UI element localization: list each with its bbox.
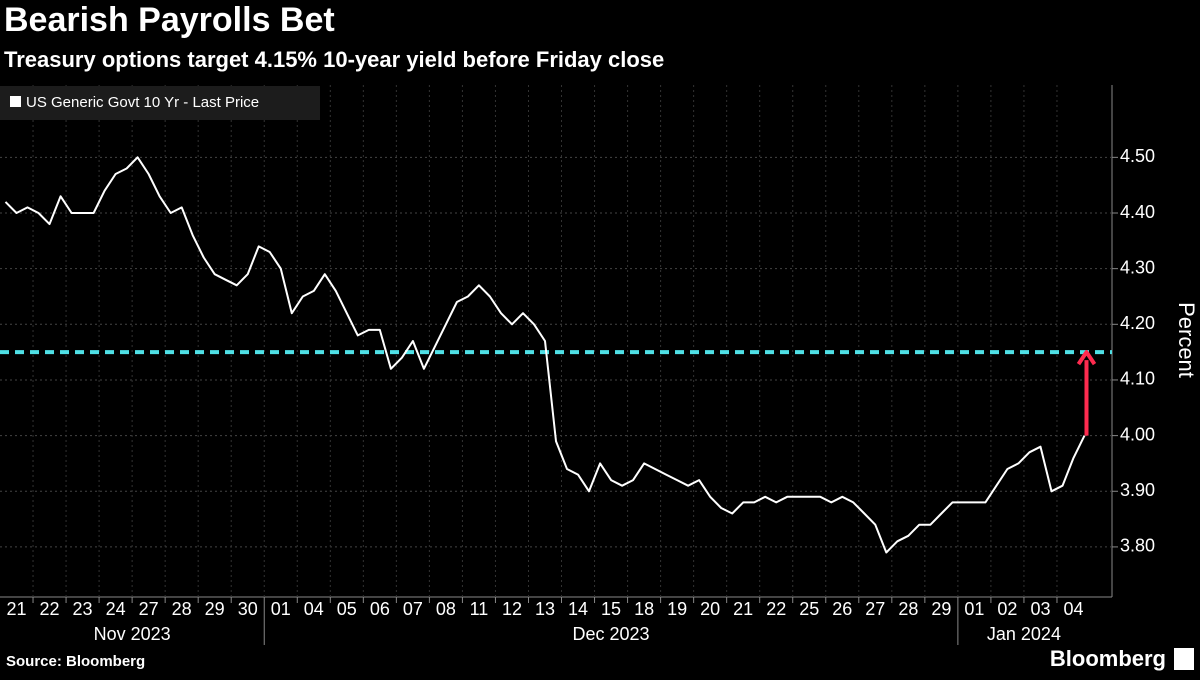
y-tick-label: 4.10 [1120, 369, 1155, 389]
x-tick-label: 21 [733, 599, 753, 619]
y-tick-label: 4.50 [1120, 146, 1155, 166]
x-tick-label: 22 [766, 599, 786, 619]
x-tick-label: 14 [568, 599, 588, 619]
x-tick-label: 13 [535, 599, 555, 619]
brand-icon [1174, 648, 1194, 670]
x-tick-label: 18 [634, 599, 654, 619]
brand: Bloomberg [1050, 646, 1166, 671]
x-tick-label: 28 [172, 599, 192, 619]
x-tick-label: 29 [205, 599, 225, 619]
x-tick-label: 06 [370, 599, 390, 619]
source: Source: Bloomberg [6, 653, 145, 670]
month-label: Nov 2023 [94, 624, 171, 644]
x-tick-label: 21 [6, 599, 26, 619]
x-tick-label: 05 [337, 599, 357, 619]
x-tick-label: 29 [931, 599, 951, 619]
legend-label: US Generic Govt 10 Yr - Last Price [26, 94, 259, 111]
x-tick-label: 07 [403, 599, 423, 619]
chart-title: Bearish Payrolls Bet [4, 1, 335, 39]
series-line [4, 156, 1086, 554]
x-tick-label: 01 [964, 599, 984, 619]
arrow-head [1076, 350, 1097, 366]
x-tick-label: 01 [271, 599, 291, 619]
y-axis-label: Percent [1174, 302, 1199, 378]
x-tick-label: 15 [601, 599, 621, 619]
x-tick-label: 19 [667, 599, 687, 619]
x-tick-label: 27 [139, 599, 159, 619]
y-tick-label: 4.40 [1120, 202, 1155, 222]
y-tick-label: 3.80 [1120, 536, 1155, 556]
y-tick-label: 4.00 [1120, 424, 1155, 444]
month-label: Jan 2024 [987, 624, 1061, 644]
y-tick-label: 4.30 [1120, 257, 1155, 277]
x-tick-label: 24 [106, 599, 126, 619]
x-tick-label: 22 [40, 599, 60, 619]
x-tick-label: 25 [799, 599, 819, 619]
y-tick-label: 3.90 [1120, 480, 1155, 500]
x-tick-label: 04 [1063, 599, 1083, 619]
x-tick-label: 04 [304, 599, 324, 619]
x-tick-label: 28 [898, 599, 918, 619]
x-tick-label: 02 [997, 599, 1017, 619]
x-tick-label: 08 [436, 599, 456, 619]
x-tick-label: 03 [1030, 599, 1050, 619]
legend-box [0, 86, 320, 120]
x-tick-label: 20 [700, 599, 720, 619]
chart-subtitle: Treasury options target 4.15% 10-year yi… [4, 47, 664, 72]
month-label: Dec 2023 [573, 624, 650, 644]
x-tick-label: 27 [865, 599, 885, 619]
x-tick-label: 23 [73, 599, 93, 619]
y-tick-label: 4.20 [1120, 313, 1155, 333]
x-tick-label: 26 [832, 599, 852, 619]
legend-swatch [10, 96, 21, 107]
x-tick-label: 12 [502, 599, 522, 619]
x-tick-label: 30 [238, 599, 258, 619]
x-tick-label: 11 [470, 599, 489, 619]
